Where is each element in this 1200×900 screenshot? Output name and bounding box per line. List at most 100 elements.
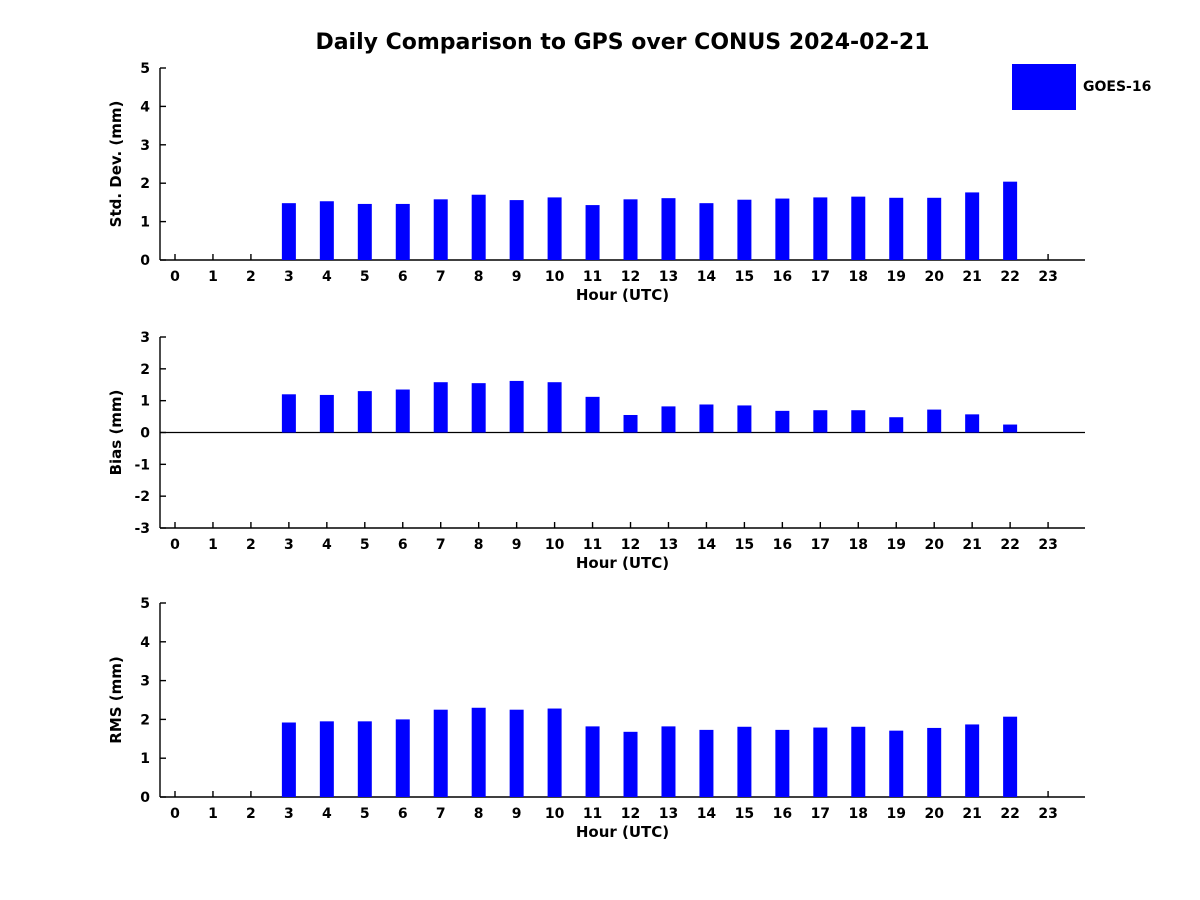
x-tick-label: 18 bbox=[849, 269, 868, 285]
x-tick-label: 18 bbox=[849, 806, 868, 822]
x-tick-label: 3 bbox=[284, 806, 294, 822]
bar-std-dev-hour-21 bbox=[965, 192, 980, 260]
bar-std-dev-hour-7 bbox=[433, 199, 448, 260]
x-tick-label: 6 bbox=[398, 269, 408, 285]
x-tick-label: 19 bbox=[886, 537, 905, 553]
y-tick-label: -2 bbox=[134, 489, 150, 505]
y-tick-label: 5 bbox=[140, 596, 150, 612]
x-tick-label: 2 bbox=[246, 537, 256, 553]
bar-bias-hour-8 bbox=[471, 383, 486, 433]
x-tick-label: 17 bbox=[811, 537, 830, 553]
bar-std-dev-hour-17 bbox=[813, 197, 828, 260]
bar-std-dev-hour-18 bbox=[851, 196, 866, 260]
bar-std-dev-hour-13 bbox=[661, 198, 676, 260]
bar-rms-hour-10 bbox=[547, 708, 562, 797]
legend: GOES-16 bbox=[1012, 64, 1151, 110]
y-tick-label: 3 bbox=[140, 674, 150, 690]
x-tick-label: 19 bbox=[886, 269, 905, 285]
y-tick-label: 5 bbox=[140, 61, 150, 77]
x-tick-label: 17 bbox=[811, 269, 830, 285]
legend-swatch-goes16 bbox=[1012, 64, 1076, 110]
bar-rms-hour-6 bbox=[395, 719, 410, 797]
x-tick-label: 23 bbox=[1038, 269, 1057, 285]
x-tick-label: 0 bbox=[170, 269, 180, 285]
y-tick-label: 1 bbox=[140, 215, 150, 231]
bar-std-dev-hour-15 bbox=[737, 199, 752, 260]
x-tick-label: 8 bbox=[474, 537, 484, 553]
x-tick-label: 14 bbox=[697, 537, 717, 553]
x-tick-label: 8 bbox=[474, 269, 484, 285]
x-tick-label: 23 bbox=[1038, 537, 1057, 553]
bar-bias-hour-6 bbox=[395, 389, 410, 433]
y-tick-label: 4 bbox=[140, 99, 150, 115]
x-tick-label: 7 bbox=[436, 269, 446, 285]
bar-std-dev-hour-3 bbox=[281, 203, 296, 260]
x-tick-label: 15 bbox=[735, 537, 754, 553]
bar-bias-hour-20 bbox=[927, 409, 942, 433]
x-tick-label: 8 bbox=[474, 806, 484, 822]
bar-rms-hour-17 bbox=[813, 727, 828, 797]
bar-rms-hour-9 bbox=[509, 709, 524, 797]
chart-title: Daily Comparison to GPS over CONUS 2024-… bbox=[315, 30, 930, 55]
bar-std-dev-hour-8 bbox=[471, 194, 486, 260]
x-tick-label: 9 bbox=[512, 269, 522, 285]
bar-rms-hour-3 bbox=[281, 722, 296, 797]
bar-rms-hour-18 bbox=[851, 726, 866, 797]
bar-bias-hour-14 bbox=[699, 404, 714, 433]
y-tick-label: 2 bbox=[140, 362, 150, 378]
x-tick-label: 1 bbox=[208, 806, 218, 822]
x-tick-label: 11 bbox=[583, 806, 602, 822]
x-tick-label: 20 bbox=[924, 806, 944, 822]
x-tick-label: 1 bbox=[208, 537, 218, 553]
x-tick-label: 14 bbox=[697, 269, 717, 285]
y-tick-label: 0 bbox=[140, 426, 150, 442]
bar-rms-hour-4 bbox=[319, 721, 334, 797]
bar-std-dev-hour-6 bbox=[395, 203, 410, 260]
y-tick-label: 2 bbox=[140, 712, 150, 728]
x-tick-label: 21 bbox=[962, 269, 981, 285]
x-tick-label: 10 bbox=[545, 806, 565, 822]
bar-bias-hour-17 bbox=[813, 410, 828, 433]
bar-std-dev-hour-5 bbox=[357, 203, 372, 260]
bar-std-dev-hour-14 bbox=[699, 203, 714, 260]
bar-bias-hour-22 bbox=[1003, 424, 1018, 433]
y-tick-label: -1 bbox=[134, 457, 150, 473]
bar-rms-hour-11 bbox=[585, 726, 600, 797]
x-tick-label: 0 bbox=[170, 806, 180, 822]
bar-rms-hour-13 bbox=[661, 726, 676, 797]
bar-std-dev-hour-12 bbox=[623, 199, 638, 260]
x-tick-label: 14 bbox=[697, 806, 717, 822]
bar-bias-hour-13 bbox=[661, 406, 676, 433]
bar-std-dev-hour-11 bbox=[585, 205, 600, 260]
x-tick-label: 7 bbox=[436, 537, 446, 553]
x-tick-label: 22 bbox=[1000, 806, 1019, 822]
bar-bias-hour-7 bbox=[433, 382, 448, 433]
bar-rms-hour-7 bbox=[433, 709, 448, 797]
x-tick-label: 5 bbox=[360, 537, 370, 553]
x-tick-label: 4 bbox=[322, 806, 332, 822]
bar-rms-hour-8 bbox=[471, 707, 486, 797]
y-tick-label: -3 bbox=[134, 521, 150, 537]
bar-rms-hour-5 bbox=[357, 721, 372, 797]
x-tick-label: 1 bbox=[208, 269, 218, 285]
bar-rms-hour-12 bbox=[623, 731, 638, 797]
bar-std-dev-hour-4 bbox=[319, 201, 334, 260]
x-tick-label: 5 bbox=[360, 806, 370, 822]
x-tick-label: 11 bbox=[583, 537, 602, 553]
x-tick-label: 11 bbox=[583, 269, 602, 285]
bar-bias-hour-9 bbox=[509, 380, 524, 433]
bar-bias-hour-19 bbox=[889, 417, 904, 433]
x-tick-label: 12 bbox=[621, 537, 640, 553]
y-tick-label: 3 bbox=[140, 138, 150, 154]
y-tick-label: 4 bbox=[140, 635, 150, 651]
x-tick-label: 22 bbox=[1000, 269, 1019, 285]
bar-rms-hour-15 bbox=[737, 726, 752, 797]
x-tick-label: 2 bbox=[246, 269, 256, 285]
x-tick-label: 10 bbox=[545, 537, 565, 553]
bar-bias-hour-3 bbox=[281, 394, 296, 433]
y-tick-label: 0 bbox=[140, 790, 150, 806]
